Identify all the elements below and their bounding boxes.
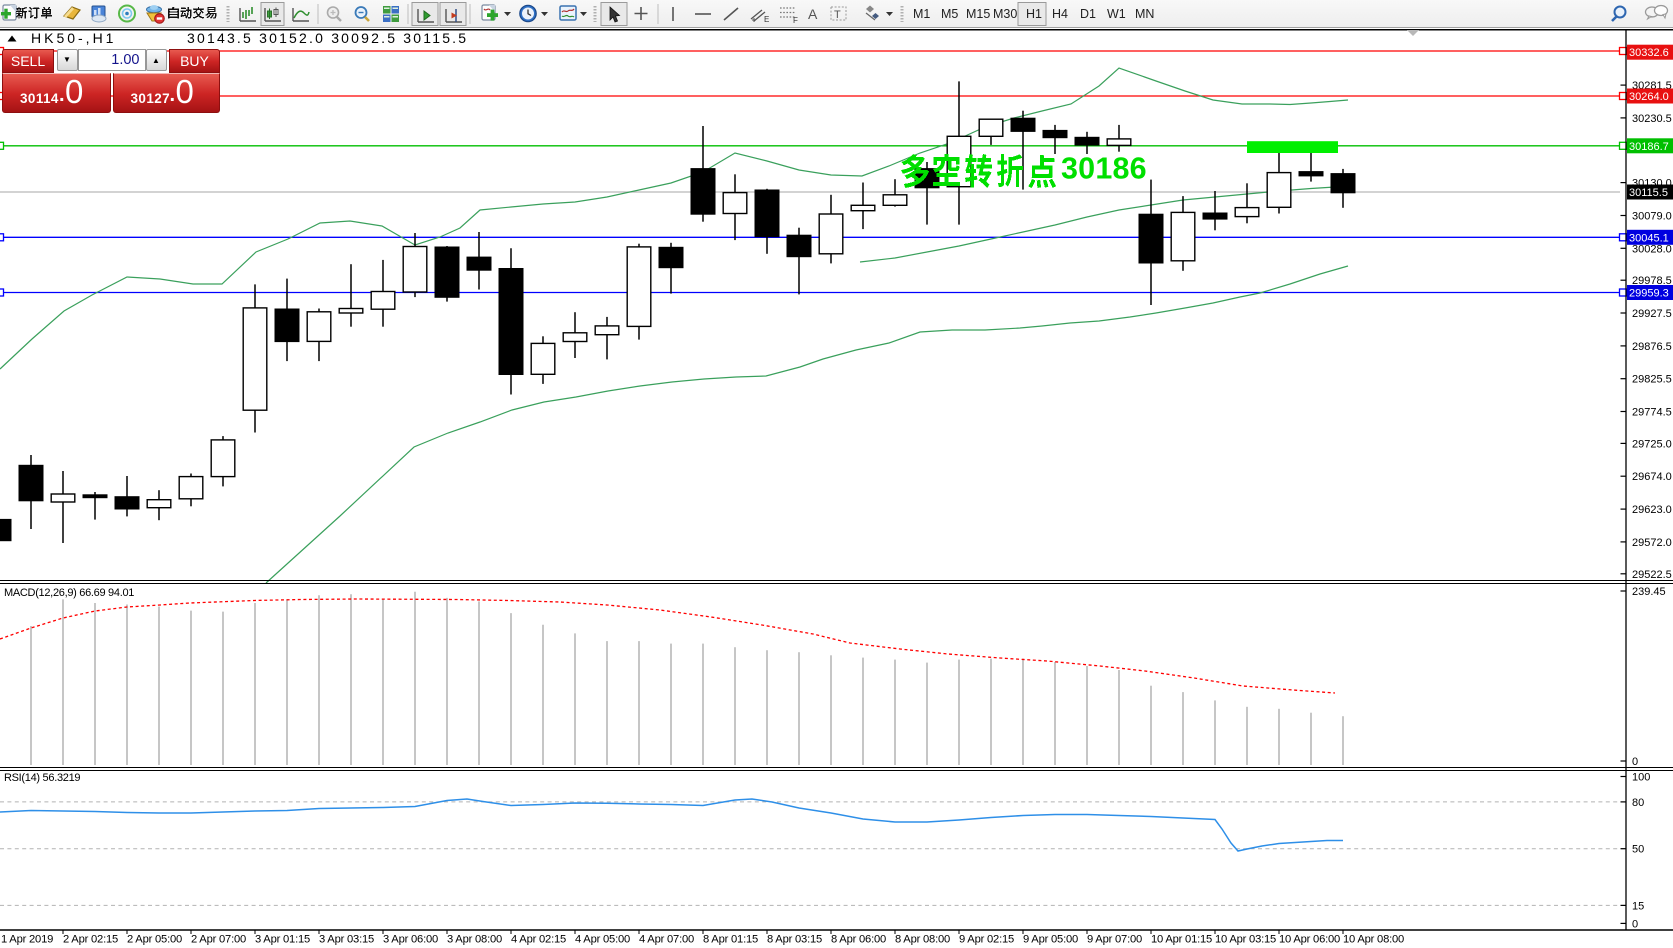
svg-text:2 Apr 05:00: 2 Apr 05:00 [127, 934, 182, 946]
svg-text:10 Apr 06:00: 10 Apr 06:00 [1279, 934, 1340, 946]
svg-text:30186: 30186 [1061, 152, 1147, 186]
svg-text:MN: MN [1135, 7, 1154, 21]
svg-text:3 Apr 03:15: 3 Apr 03:15 [319, 934, 374, 946]
svg-text:30143.5 30152.0 30092.5 30115.: 30143.5 30152.0 30092.5 30115.5 [187, 30, 468, 46]
svg-text:A: A [808, 6, 818, 22]
svg-text:30079.0: 30079.0 [1632, 211, 1672, 223]
svg-text:E: E [764, 15, 769, 24]
svg-text:8 Apr 01:15: 8 Apr 01:15 [703, 934, 758, 946]
svg-text:H4: H4 [1052, 7, 1068, 21]
svg-text:29674.0: 29674.0 [1632, 471, 1672, 483]
svg-text:8 Apr 03:15: 8 Apr 03:15 [767, 934, 822, 946]
svg-text:239.45: 239.45 [1632, 586, 1666, 598]
svg-text:100: 100 [1632, 772, 1650, 784]
svg-text:30264.0: 30264.0 [1629, 91, 1669, 103]
svg-text:30115.5: 30115.5 [1629, 187, 1668, 199]
svg-text:9 Apr 02:15: 9 Apr 02:15 [959, 934, 1014, 946]
svg-text:30028.0: 30028.0 [1632, 243, 1672, 255]
svg-text:4 Apr 02:15: 4 Apr 02:15 [511, 934, 566, 946]
svg-text:M30: M30 [993, 7, 1017, 21]
svg-text:29927.5: 29927.5 [1632, 308, 1672, 320]
svg-text:30186.7: 30186.7 [1629, 141, 1669, 153]
svg-text:3 Apr 01:15: 3 Apr 01:15 [255, 934, 310, 946]
svg-text:29623.0: 29623.0 [1632, 504, 1672, 516]
svg-text:8 Apr 08:00: 8 Apr 08:00 [895, 934, 950, 946]
svg-text:29774.5: 29774.5 [1632, 407, 1672, 419]
svg-text:29572.0: 29572.0 [1632, 537, 1672, 549]
svg-text:9 Apr 05:00: 9 Apr 05:00 [1023, 934, 1078, 946]
svg-text:50: 50 [1632, 844, 1644, 856]
svg-text:M5: M5 [941, 7, 958, 21]
svg-text:2 Apr 02:15: 2 Apr 02:15 [63, 934, 118, 946]
svg-text:3 Apr 08:00: 3 Apr 08:00 [447, 934, 502, 946]
svg-text:RSI(14) 56.3219: RSI(14) 56.3219 [4, 772, 80, 784]
svg-text:M1: M1 [913, 7, 930, 21]
svg-text:D1: D1 [1080, 7, 1096, 21]
svg-text:W1: W1 [1107, 7, 1126, 21]
svg-text:29959.3: 29959.3 [1629, 288, 1669, 300]
svg-text:2 Apr 07:00: 2 Apr 07:00 [191, 934, 246, 946]
svg-text:T: T [834, 9, 841, 21]
svg-text:3 Apr 06:00: 3 Apr 06:00 [383, 934, 438, 946]
svg-text:H1: H1 [1026, 7, 1042, 21]
svg-text:10 Apr 08:00: 10 Apr 08:00 [1343, 934, 1404, 946]
svg-text:MACD(12,26,9) 66.69 94.01: MACD(12,26,9) 66.69 94.01 [4, 587, 134, 599]
svg-text:80: 80 [1632, 797, 1644, 809]
svg-text:0: 0 [1632, 756, 1638, 768]
svg-text:30045.1: 30045.1 [1629, 232, 1669, 244]
svg-text:29725.0: 29725.0 [1632, 438, 1672, 450]
svg-text:29825.5: 29825.5 [1632, 374, 1672, 386]
svg-text:29522.5: 29522.5 [1632, 569, 1672, 581]
svg-text:10 Apr 01:15: 10 Apr 01:15 [1151, 934, 1212, 946]
svg-text:F: F [793, 16, 798, 25]
svg-text:HK50-,H1: HK50-,H1 [31, 30, 116, 46]
svg-text:29978.5: 29978.5 [1632, 275, 1672, 287]
svg-text:M15: M15 [966, 7, 990, 21]
svg-text:15: 15 [1632, 900, 1644, 912]
svg-text:8 Apr 06:00: 8 Apr 06:00 [831, 934, 886, 946]
svg-text:4 Apr 07:00: 4 Apr 07:00 [639, 934, 694, 946]
svg-text:30230.5: 30230.5 [1632, 113, 1672, 125]
svg-text:30332.6: 30332.6 [1629, 47, 1669, 59]
svg-text:1 Apr 2019: 1 Apr 2019 [1, 934, 53, 946]
svg-text:9 Apr 07:00: 9 Apr 07:00 [1087, 934, 1142, 946]
svg-text:4 Apr 05:00: 4 Apr 05:00 [575, 934, 630, 946]
svg-text:29876.5: 29876.5 [1632, 341, 1672, 353]
svg-text:10 Apr 03:15: 10 Apr 03:15 [1215, 934, 1276, 946]
svg-text:0: 0 [1632, 918, 1638, 930]
